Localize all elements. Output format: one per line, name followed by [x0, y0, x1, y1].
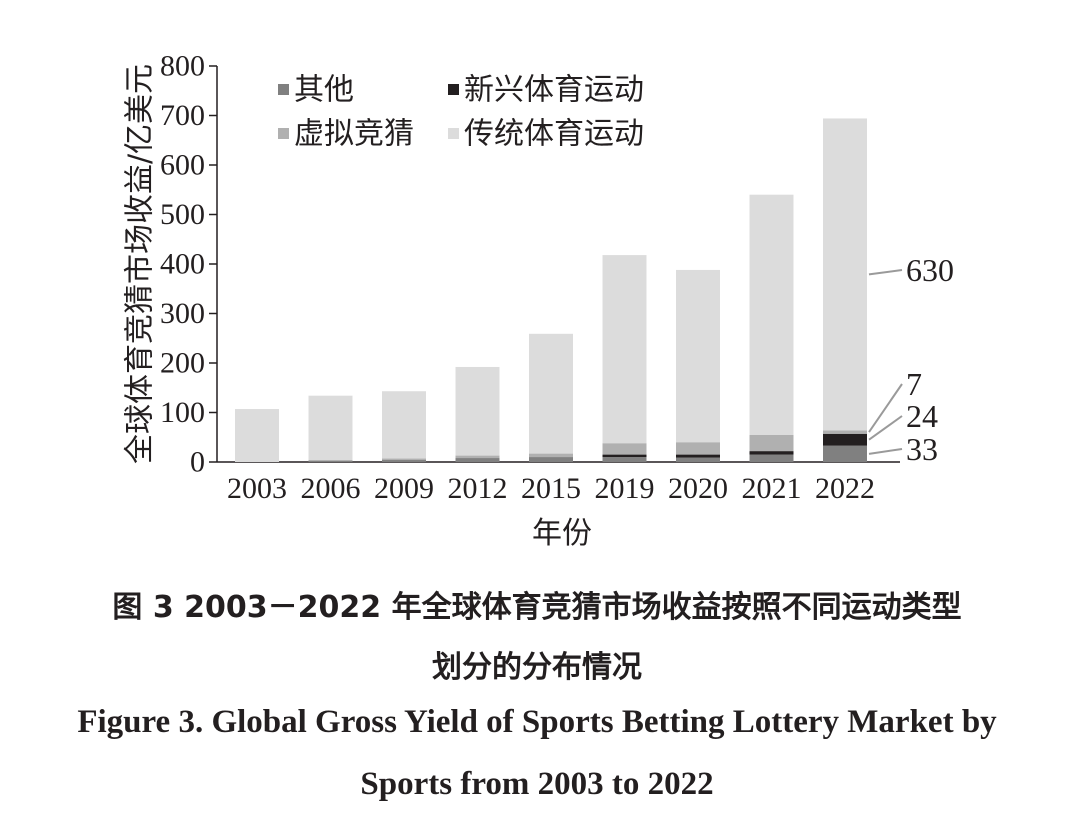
annotation-label: 24	[906, 398, 938, 434]
annotation-label: 630	[906, 252, 954, 288]
bar-segment	[382, 458, 426, 461]
x-tick-label: 2022	[815, 472, 875, 505]
bar-segment	[676, 269, 720, 443]
bar-segment	[455, 458, 500, 462]
x-tick-label: 2015	[521, 472, 581, 505]
annotation-leader-line	[868, 269, 903, 276]
legend-swatch	[448, 84, 459, 95]
legend-swatch	[278, 84, 289, 95]
y-tick-label: 100	[160, 396, 205, 429]
bar-segment	[602, 255, 647, 444]
y-tick-label: 400	[160, 248, 205, 281]
legend-label: 传统体育运动	[464, 117, 644, 152]
bar-segment	[749, 434, 794, 452]
annotation-label: 7	[906, 366, 922, 402]
plot-area: 0 100 200 300 400 500 600 700 800 2003 2006 2009 201…	[160, 50, 900, 505]
bar-segment	[749, 454, 794, 462]
bar-segment	[823, 445, 867, 462]
bar-segment	[602, 443, 647, 455]
y-tick-label: 200	[160, 347, 205, 380]
annotation-label: 33	[906, 431, 938, 467]
bar-segment	[382, 460, 426, 462]
bar-segment	[308, 461, 353, 462]
x-tick-label: 2009	[374, 472, 434, 505]
figure-caption-cn-line2: 划分的分布情况	[432, 650, 642, 685]
legend-label: 新兴体育运动	[464, 73, 644, 108]
bar-segment	[382, 391, 426, 459]
x-tick-label: 2003	[227, 472, 287, 505]
bar-segment	[749, 451, 794, 455]
legend-label: 其他	[294, 73, 354, 108]
bar-segment	[823, 118, 867, 431]
bar-segment	[235, 409, 279, 462]
y-tick-label: 300	[160, 297, 205, 330]
figure-caption-en-line2: Sports from 2003 to 2022	[360, 766, 714, 802]
x-tick-label: 2019	[595, 472, 655, 505]
bar-segment	[749, 194, 794, 435]
bar-segment	[529, 457, 573, 462]
y-axis-label: 全球体育竞猜市场收益/亿美元	[123, 64, 158, 464]
x-tick-label: 2006	[301, 472, 361, 505]
bar-segment	[676, 442, 720, 455]
legend-label: 虚拟竞猜	[294, 117, 414, 152]
x-tick-label: 2020	[668, 472, 728, 505]
bar-segment	[823, 430, 867, 434]
y-tick-label: 800	[160, 50, 205, 83]
annotation-leader-line	[868, 383, 903, 433]
y-tick-label: 700	[160, 99, 205, 132]
figure-caption-cn-line1: 图 3 2003－2022 年全球体育竞猜市场收益按照不同运动类型	[112, 590, 962, 625]
bar-segment	[308, 460, 353, 462]
legend-swatch	[278, 128, 289, 139]
x-tick-label: 2012	[448, 472, 508, 505]
bar-segment	[602, 454, 647, 458]
bar-segment	[455, 455, 500, 459]
figure-caption-en-line1: Figure 3. Global Gross Yield of Sports B…	[77, 704, 997, 740]
annotation-leader-line	[868, 448, 903, 455]
bar-segment	[676, 454, 720, 458]
bar-segment	[676, 457, 720, 462]
bar-segment	[455, 366, 500, 456]
bar-segment	[308, 395, 353, 461]
legend-swatch	[448, 128, 459, 139]
bar-segment	[529, 453, 573, 458]
stacked-bar-chart: 0 100 200 300 400 500 600 700 800 2003 2006 2009 201…	[123, 50, 955, 552]
x-axis-label: 年份	[532, 516, 592, 551]
y-tick-label: 0	[190, 446, 205, 479]
bar-segment	[529, 333, 573, 454]
x-tick-label: 2021	[742, 472, 802, 505]
bar-segment	[602, 457, 647, 462]
bar-segment	[823, 433, 867, 446]
y-tick-label: 500	[160, 198, 205, 231]
y-tick-label: 600	[160, 149, 205, 182]
annotation-leader-line	[868, 415, 903, 441]
